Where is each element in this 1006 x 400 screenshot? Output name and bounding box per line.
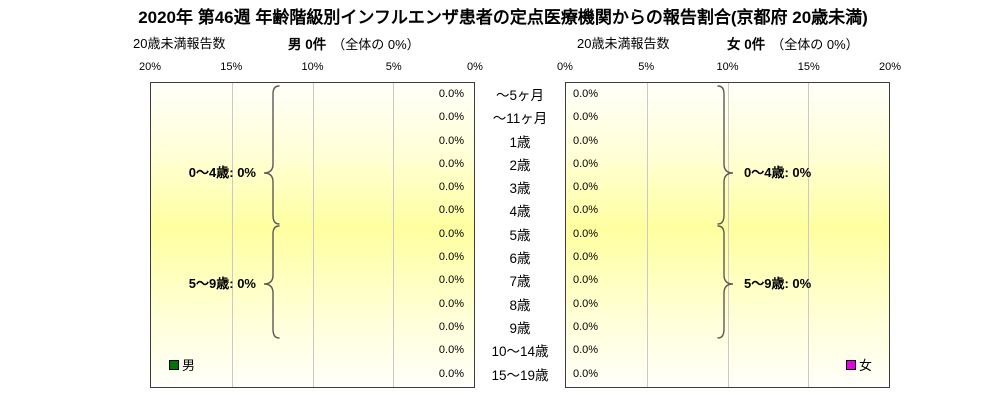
value-label: 0.0%: [573, 367, 599, 380]
age-label: 3歳: [509, 181, 531, 197]
female-plot-panel: 0.0% 0.0% 0.0% 0.0% 0.0% 0.0% 0.0% 0.0% 0.0% 0.0%…: [565, 82, 890, 388]
female-share-label: （全体の 0%）: [771, 37, 859, 52]
female-legend-label: 女: [859, 358, 873, 373]
male-legend-label: 男: [182, 358, 196, 373]
value-label: 0.0%: [573, 181, 599, 194]
age-label: 4歳: [509, 204, 531, 220]
right-axis-ticks: 0% 5% 10% 15% 20%: [557, 61, 901, 75]
value-label: 0.0%: [438, 204, 464, 217]
group-label-0-4: 0～4歳: 0%: [188, 165, 256, 180]
value-label: 0.0%: [573, 88, 599, 100]
group-label-5-9: 5～9歳: 0%: [188, 276, 256, 291]
value-label: 0.0%: [573, 134, 599, 147]
brace-5-9-icon: [717, 225, 734, 339]
value-label: 0.0%: [573, 204, 599, 217]
value-label: 0.0%: [438, 134, 464, 147]
age-label: ～11ヶ月: [492, 111, 548, 127]
value-label: 0.0%: [573, 157, 599, 170]
age-label: ～5ヶ月: [495, 88, 544, 103]
gridline-15pct: [231, 83, 233, 387]
value-label: 0.0%: [573, 111, 599, 124]
brace-5-9-icon: [263, 225, 280, 339]
value-label: 0.0%: [438, 367, 464, 380]
age-label: 15～19歳: [491, 367, 549, 383]
value-label: 0.0%: [438, 157, 464, 170]
female-count-label: 女 0件: [727, 37, 766, 52]
value-label: 0.0%: [438, 181, 464, 194]
chart-title: 2020年 第46週 年齢階級別インフルエンザ患者の定点医療機関からの報告割合(…: [138, 8, 868, 27]
age-label: 2歳: [509, 157, 531, 173]
value-label: 0.0%: [438, 251, 464, 264]
value-label: 0.0%: [438, 344, 464, 357]
value-label: 0.0%: [573, 344, 599, 357]
left-axis-ticks: 20% 15% 10% 5% 0%: [139, 61, 483, 75]
male-header: 男 0件 （全体の 0%）: [288, 33, 420, 53]
gridline-5pct: [646, 83, 648, 387]
age-category-labels: ～5ヶ月 ～11ヶ月 1歳 2歳 3歳 4歳 5歳 6歳 7歳 8歳 9歳 10～14歳 15～19歳: [475, 84, 565, 387]
axis-tick-label: 5%: [638, 61, 655, 73]
age-label: 8歳: [509, 297, 531, 313]
male-legend-swatch: [169, 359, 179, 370]
male-legend: 男: [169, 355, 195, 374]
age-label: 9歳: [509, 320, 531, 336]
axis-tick-label: 20%: [138, 61, 162, 73]
value-label: 0.0%: [573, 274, 599, 287]
right-report-count-label: 20歳未満報告数: [577, 36, 670, 51]
age-label: 5歳: [509, 227, 531, 243]
axis-tick-label: 15%: [220, 61, 243, 73]
female-header: 女 0件 （全体の 0%）: [727, 33, 859, 53]
age-label: 6歳: [509, 251, 531, 267]
brace-0-4-icon: [263, 85, 280, 225]
value-label: 0.0%: [438, 274, 464, 287]
axis-tick-label: 15%: [797, 61, 820, 73]
gridline-10pct: [727, 83, 729, 387]
axis-tick-label: 0%: [557, 61, 573, 73]
brace-0-4-icon: [717, 85, 734, 225]
value-label: 0.0%: [438, 88, 464, 100]
male-plot-panel: 0.0% 0.0% 0.0% 0.0% 0.0% 0.0% 0.0% 0.0% 0.0% 0.0%…: [150, 82, 475, 388]
value-label: 0.0%: [438, 111, 464, 124]
gridline-5pct: [393, 83, 395, 387]
gridline-10pct: [312, 83, 314, 387]
female-value-labels: 0.0% 0.0% 0.0% 0.0% 0.0% 0.0% 0.0% 0.0% 0.0% 0.0%…: [566, 83, 889, 386]
value-label: 0.0%: [438, 297, 464, 310]
age-label: 1歳: [509, 134, 531, 150]
male-count-label: 男 0件: [288, 37, 327, 52]
value-label: 0.0%: [438, 320, 464, 333]
axis-tick-label: 0%: [467, 61, 483, 73]
left-report-count-label: 20歳未満報告数: [133, 36, 226, 51]
axis-tick-label: 10%: [716, 61, 739, 73]
female-legend: 女: [846, 355, 872, 374]
value-label: 0.0%: [573, 320, 599, 333]
age-label: 7歳: [509, 274, 531, 290]
value-label: 0.0%: [573, 227, 599, 240]
axis-tick-label: 10%: [301, 61, 324, 73]
gridline-15pct: [808, 83, 810, 387]
axis-tick-label: 5%: [385, 61, 402, 73]
male-share-label: （全体の 0%）: [332, 37, 420, 52]
group-label-5-9: 5～9歳: 0%: [744, 276, 812, 291]
female-legend-swatch: [846, 359, 856, 370]
group-label-0-4: 0～4歳: 0%: [744, 165, 812, 180]
value-label: 0.0%: [438, 227, 464, 240]
axis-tick-label: 20%: [878, 61, 902, 73]
value-label: 0.0%: [573, 251, 599, 264]
value-label: 0.0%: [573, 297, 599, 310]
age-label: 10～14歳: [491, 344, 549, 360]
male-value-labels: 0.0% 0.0% 0.0% 0.0% 0.0% 0.0% 0.0% 0.0% 0.0% 0.0%…: [151, 83, 474, 386]
